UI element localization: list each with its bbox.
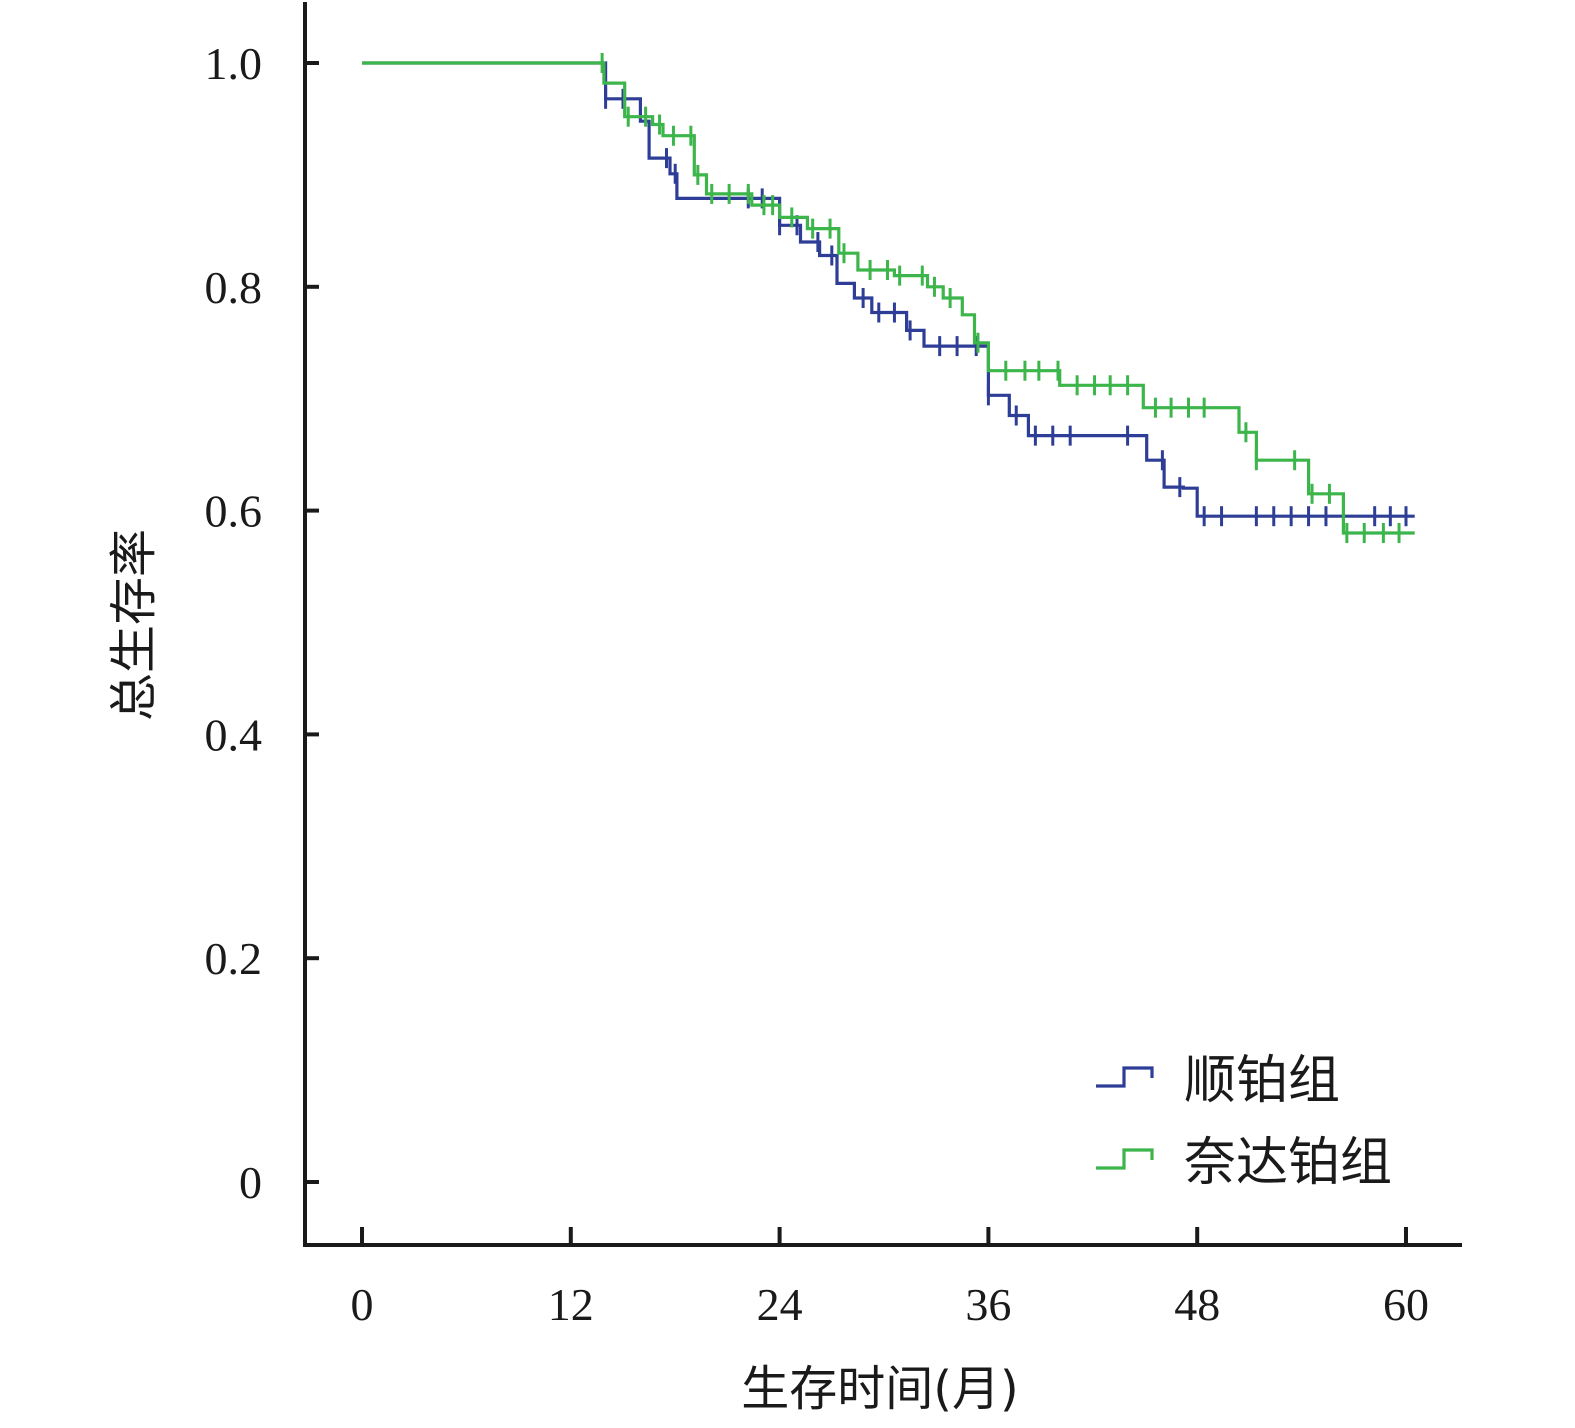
x-tick-label: 24 (757, 1279, 803, 1330)
series-2 (362, 53, 1415, 543)
x-tick-label: 0 (351, 1279, 374, 1330)
legend-label: 奈达铂组 (1184, 1133, 1392, 1193)
x-tick-label: 48 (1174, 1279, 1220, 1330)
legend-swatch (1096, 1066, 1154, 1088)
series-layer (362, 53, 1415, 543)
y-tick-label: 0 (239, 1157, 262, 1208)
x-tick-label: 60 (1383, 1279, 1429, 1330)
series-line (362, 61, 1415, 535)
x-axis-title: 生存时间(月) (741, 1361, 1018, 1417)
y-tick-label: 0.8 (205, 262, 263, 313)
x-tick-label: 12 (548, 1279, 594, 1330)
y-tick-label: 0.4 (205, 709, 263, 760)
series-1 (362, 61, 1415, 527)
x-tick-label: 36 (965, 1279, 1011, 1330)
legend-item: 顺铂组 (1096, 1051, 1340, 1111)
legend-item: 奈达铂组 (1096, 1133, 1392, 1193)
y-tick-label: 1.0 (205, 38, 263, 89)
axes: 0 0.2 0.4 0.6 0.8 1.0 0 12 24 36 48 60 (205, 2, 1462, 1330)
legend-label: 顺铂组 (1184, 1051, 1340, 1111)
legend-swatch (1096, 1148, 1154, 1170)
y-axis-title: 总生存率 (106, 529, 162, 721)
y-tick-label: 0.6 (205, 486, 263, 537)
y-tick-label: 0.2 (205, 933, 263, 984)
